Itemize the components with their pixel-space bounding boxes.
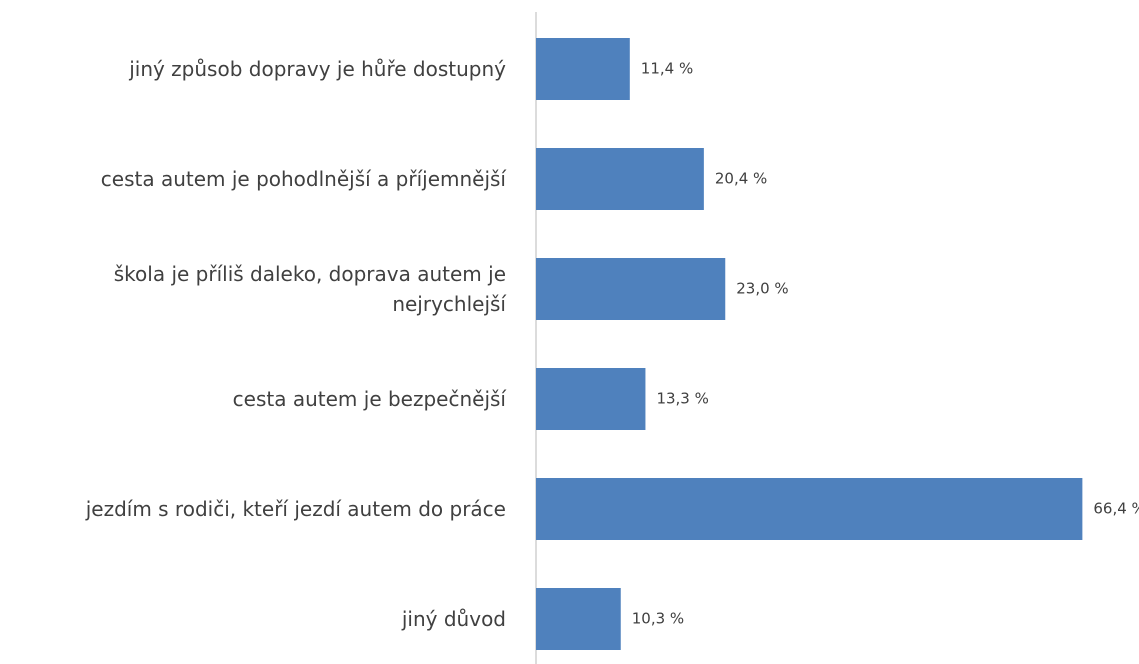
category-label: jiný důvod — [0, 564, 506, 664]
category-label: jezdím s rodiči, kteří jezdí autem do pr… — [0, 454, 506, 564]
category-text: jezdím s rodiči, kteří jezdí autem do pr… — [85, 497, 506, 521]
category-label: cesta autem je pohodlnější a příjemnější — [0, 124, 506, 234]
bar — [536, 368, 646, 430]
category-label: škola je příliš daleko, doprava autem je… — [0, 234, 506, 344]
data-label: 10,3 % — [632, 610, 684, 628]
bar — [536, 38, 630, 100]
category-text: jiný způsob dopravy je hůře dostupný — [129, 57, 506, 81]
data-label: 11,4 % — [641, 60, 693, 78]
category-text: cesta autem je pohodlnější a příjemnější — [100, 167, 506, 191]
bar — [536, 478, 1083, 540]
category-text: jiný důvod — [401, 607, 506, 631]
data-label: 13,3 % — [656, 390, 708, 408]
bar — [536, 258, 726, 320]
data-label: 20,4 % — [715, 170, 767, 188]
bar — [536, 588, 621, 650]
category-text: škola je příliš daleko, doprava autem je… — [113, 262, 506, 316]
bar — [536, 148, 704, 210]
data-label: 23,0 % — [736, 280, 788, 298]
category-text: cesta autem je bezpečnější — [232, 387, 506, 411]
data-label: 66,4 % — [1093, 500, 1139, 518]
category-label: cesta autem je bezpečnější — [0, 344, 506, 454]
category-label: jiný způsob dopravy je hůře dostupný — [0, 14, 506, 124]
